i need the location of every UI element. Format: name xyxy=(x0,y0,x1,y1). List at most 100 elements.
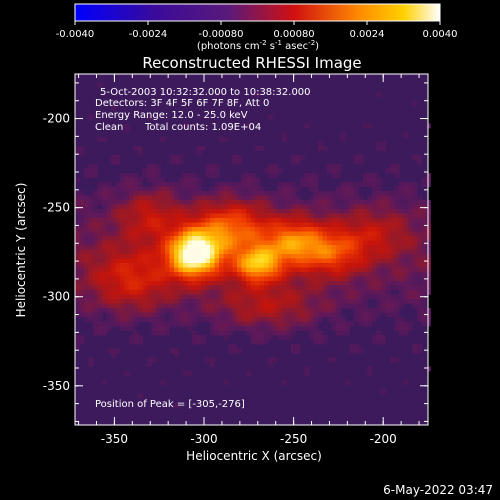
heatmap-pixel xyxy=(250,303,256,309)
heatmap-pixel xyxy=(147,362,152,367)
heatmap-pixel xyxy=(331,245,337,250)
heatmap-pixel xyxy=(367,182,373,187)
heatmap-pixel xyxy=(142,258,148,264)
heatmap-pixel xyxy=(97,137,103,142)
heatmap-pixel xyxy=(223,182,229,187)
heatmap-pixel xyxy=(417,272,422,277)
heatmap-pixel xyxy=(313,321,319,327)
heatmap-pixel xyxy=(417,155,422,160)
heatmap-pixel xyxy=(246,186,251,192)
heatmap-pixel xyxy=(286,290,292,295)
heatmap-pixel xyxy=(255,299,260,304)
heatmap-pixel xyxy=(219,218,224,223)
heatmap-pixel xyxy=(318,195,323,201)
heatmap-pixel xyxy=(286,204,292,210)
heatmap-pixel xyxy=(273,294,278,300)
heatmap-pixel xyxy=(156,240,161,246)
heatmap-pixel xyxy=(399,263,404,268)
heatmap-pixel xyxy=(295,186,301,192)
heatmap-pixel xyxy=(192,312,197,318)
heatmap-pixel xyxy=(363,303,368,309)
heatmap-pixel xyxy=(372,267,377,273)
heatmap-pixel xyxy=(331,213,337,219)
heatmap-pixel xyxy=(273,209,278,214)
heatmap-pixel xyxy=(421,182,427,187)
heatmap-pixel xyxy=(394,285,400,291)
heatmap-pixel xyxy=(367,240,373,246)
heatmap-pixel xyxy=(385,276,391,282)
heatmap-pixel xyxy=(102,308,107,313)
heatmap-pixel xyxy=(228,249,233,255)
heatmap-pixel xyxy=(273,276,278,282)
heatmap-pixel xyxy=(304,177,310,183)
heatmap-pixel xyxy=(349,272,355,277)
heatmap-pixel xyxy=(223,191,229,196)
heatmap-pixel xyxy=(354,245,359,250)
heatmap-pixel xyxy=(340,227,346,232)
heatmap-pixel xyxy=(412,272,418,277)
heatmap-pixel xyxy=(232,258,238,264)
heatmap-pixel xyxy=(255,281,260,286)
heatmap-pixel xyxy=(259,191,265,196)
heatmap-pixel xyxy=(111,294,116,300)
heatmap-pixel xyxy=(133,254,139,259)
heatmap-pixel xyxy=(264,236,269,241)
heatmap-pixel xyxy=(178,294,184,300)
heatmap-pixel xyxy=(291,281,296,286)
heatmap-pixel xyxy=(282,254,287,259)
heatmap-pixel xyxy=(129,218,134,223)
heatmap-pixel xyxy=(394,236,400,241)
heatmap-pixel xyxy=(169,209,175,214)
heatmap-pixel xyxy=(313,182,319,187)
heatmap-pixel xyxy=(178,227,184,232)
heatmap-pixel xyxy=(340,258,346,264)
heatmap-pixel xyxy=(111,281,116,286)
heatmap-pixel xyxy=(223,222,229,228)
heatmap-pixel xyxy=(372,191,377,196)
heatmap-pixel xyxy=(300,281,305,286)
heatmap-pixel xyxy=(318,299,323,304)
heatmap-pixel xyxy=(97,249,103,255)
heatmap-pixel xyxy=(223,258,229,264)
heatmap-pixel xyxy=(250,281,256,286)
heatmap-pixel xyxy=(372,308,377,313)
heatmap-pixel xyxy=(151,299,157,304)
heatmap-pixel xyxy=(291,290,296,295)
heatmap-pixel xyxy=(403,240,409,246)
heatmap-pixel xyxy=(223,330,229,336)
heatmap-pixel xyxy=(115,209,121,214)
heatmap-pixel xyxy=(169,308,175,313)
heatmap-pixel xyxy=(187,227,193,232)
heatmap-pixel xyxy=(178,317,184,322)
heatmap-pixel xyxy=(340,218,346,223)
heatmap-pixel xyxy=(354,267,359,273)
heatmap-pixel xyxy=(412,231,418,237)
heatmap-pixel xyxy=(327,254,332,259)
heatmap-pixel xyxy=(115,218,121,223)
heatmap-pixel xyxy=(322,281,328,286)
heatmap-pixel xyxy=(309,227,314,232)
heatmap-pixel xyxy=(286,321,292,327)
heatmap-pixel xyxy=(372,276,377,282)
heatmap-pixel xyxy=(120,281,125,286)
heatmap-pixel xyxy=(219,272,224,277)
heatmap-pixel xyxy=(354,249,359,255)
heatmap-pixel xyxy=(93,222,98,228)
heatmap-pixel xyxy=(327,267,332,273)
heatmap-pixel xyxy=(79,150,85,156)
heatmap-pixel xyxy=(201,263,206,268)
heatmap-pixel xyxy=(151,357,157,363)
heatmap-pixel xyxy=(412,204,418,210)
heatmap-pixel xyxy=(115,204,121,210)
heatmap-pixel xyxy=(142,254,148,259)
heatmap-pixel xyxy=(111,236,116,241)
heatmap-pixel xyxy=(201,276,206,282)
heatmap-pixel xyxy=(322,263,328,268)
heatmap-pixel xyxy=(133,299,139,304)
heatmap-pixel xyxy=(196,182,202,187)
heatmap-pixel xyxy=(192,182,197,187)
heatmap-pixel xyxy=(165,200,170,205)
heatmap-pixel xyxy=(88,357,94,363)
heatmap-pixel xyxy=(354,204,359,210)
heatmap-pixel xyxy=(322,258,328,264)
